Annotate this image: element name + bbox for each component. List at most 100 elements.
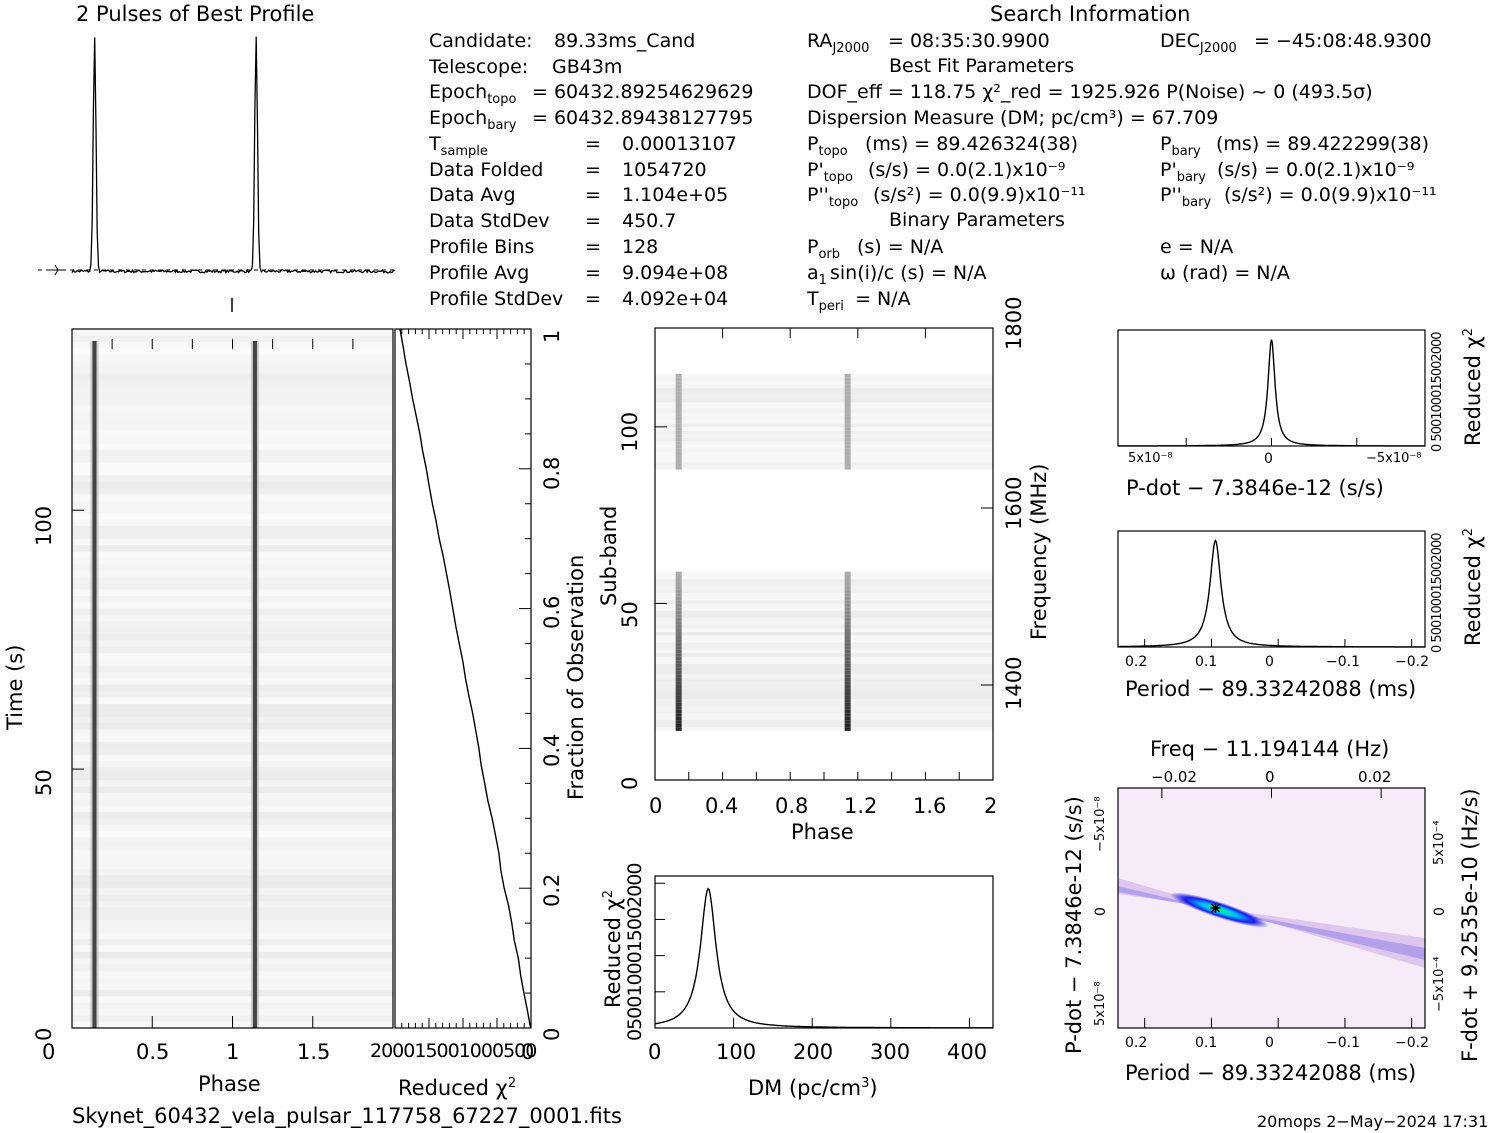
subband-pulse	[844, 712, 851, 717]
subband-row	[655, 649, 993, 654]
subband-pulse	[675, 419, 682, 424]
subband-pulse	[844, 695, 851, 700]
omega: ω (rad) = N/A	[1160, 262, 1290, 284]
pp-yright-label: F-dot + 9.2535e-10 (Hz/s)	[1458, 788, 1482, 1062]
timephase-row	[72, 564, 393, 571]
telescope-value: GB43m	[552, 56, 623, 78]
subband-pulse	[844, 571, 851, 576]
timephase-row	[72, 786, 393, 794]
timephase-row	[72, 831, 393, 838]
subband-pulse	[675, 642, 682, 647]
timephase-row	[72, 443, 393, 451]
subband-row	[655, 465, 993, 470]
timephase-row	[72, 348, 393, 355]
timephase-row	[72, 945, 393, 953]
subband-row	[655, 702, 993, 707]
pbary-value: (ms) = 89.422299(38)	[1216, 133, 1429, 155]
subband-pulse	[844, 462, 851, 467]
pp-ytick: 5x10⁻⁸	[1093, 981, 1108, 1026]
subband-pulse	[675, 589, 682, 594]
eccentricity: e = N/A	[1160, 236, 1234, 258]
timephase-row	[72, 939, 393, 946]
sb-xlabel: Phase	[791, 820, 854, 844]
pp-ytick: −5x10⁻⁸	[1093, 796, 1108, 852]
subband-pulse	[844, 384, 851, 389]
subband-pulse	[675, 391, 682, 396]
subband-row	[655, 727, 993, 731]
eq-sign: =	[585, 184, 601, 206]
timephase-row	[72, 977, 393, 985]
dec-label: DECJ2000	[1160, 30, 1237, 56]
timephase-row	[72, 900, 393, 908]
timephase-row	[72, 570, 393, 578]
timephase-row	[72, 913, 393, 921]
pd-ytick-labels: 0 500100015002000	[1430, 332, 1445, 452]
subband-pulse	[675, 373, 682, 378]
subband-pulse	[844, 705, 851, 710]
subband-pulse	[844, 592, 851, 597]
timephase-row	[72, 754, 393, 762]
pr-xtick: −0.2	[1395, 654, 1429, 670]
subband-pulse	[675, 409, 682, 414]
subband-pulse	[675, 430, 682, 435]
timephase-row	[72, 360, 393, 368]
subband-row	[655, 709, 993, 714]
timephase-row	[72, 742, 393, 749]
subband-pulse	[675, 596, 682, 601]
pp-ylabel: P-dot − 7.3846e-12 (s/s)	[1062, 796, 1086, 1054]
subband-row	[655, 652, 993, 657]
search-info-title: Search Information	[990, 2, 1191, 26]
timephase-row	[72, 691, 393, 699]
subband-row	[655, 599, 993, 604]
ppdot-best-marker	[1210, 903, 1221, 913]
period-chi2-plot	[1117, 530, 1426, 648]
epoch-topo-label: Epochtopo	[429, 81, 517, 107]
subband-pulse	[844, 624, 851, 629]
dec-value: = −45:08:48.9300	[1254, 30, 1432, 52]
subband-pulse	[675, 723, 682, 728]
subband-pulse	[675, 709, 682, 714]
subband-row	[655, 388, 993, 392]
subband-row	[655, 430, 993, 435]
cf-xtick-labels: 200015001000500	[370, 1040, 537, 1062]
subband-row	[655, 656, 993, 661]
subband-row	[655, 409, 993, 414]
subband-pulse	[675, 695, 682, 700]
subband-pulse	[844, 419, 851, 424]
timephase-row	[72, 665, 393, 673]
timephase-row	[72, 506, 393, 514]
porb-label: Porb	[807, 236, 841, 262]
profile-title: 2 Pulses of Best Profile	[76, 2, 315, 26]
timephase-row	[72, 634, 393, 641]
timephase-row	[72, 583, 393, 591]
epoch-topo-value: = 60432.89254629629	[532, 81, 754, 103]
cf-ytick: 1	[540, 329, 564, 343]
data-stddev-value: 450.7	[622, 210, 677, 232]
period-frame	[1117, 530, 1426, 648]
sb-xtick: 0	[649, 794, 663, 818]
timephase-row	[72, 888, 393, 896]
pp-xtick: −0.1	[1326, 1035, 1360, 1051]
subband-pulse	[844, 716, 851, 721]
dm-xtick: 300	[870, 1040, 911, 1064]
dm-xtick: 200	[793, 1040, 834, 1064]
ppdot-peak	[1169, 892, 1269, 928]
subband-pulse	[675, 462, 682, 467]
pdot-topo-label: P'topo	[807, 159, 853, 185]
subband-pulse	[675, 649, 682, 654]
subband-pulse	[844, 451, 851, 456]
profile-line	[71, 36, 396, 275]
profile-errorbar	[50, 264, 62, 276]
sb-ytick: 100	[618, 411, 642, 452]
subband-row	[655, 589, 993, 594]
subband-row	[655, 451, 993, 456]
subband-pulse	[844, 691, 851, 696]
dm-xlabel: DM (pc/cm3)	[748, 1076, 878, 1100]
subband-pulse	[675, 575, 682, 580]
subband-pulse	[844, 437, 851, 442]
data-avg-value: 1.104e+05	[622, 184, 729, 206]
pd-xtick: 5x10⁻⁸	[1128, 451, 1173, 466]
subband-pulse	[844, 589, 851, 594]
pp-xtick: 0.2	[1125, 1035, 1148, 1051]
pulse-track	[92, 341, 97, 1028]
